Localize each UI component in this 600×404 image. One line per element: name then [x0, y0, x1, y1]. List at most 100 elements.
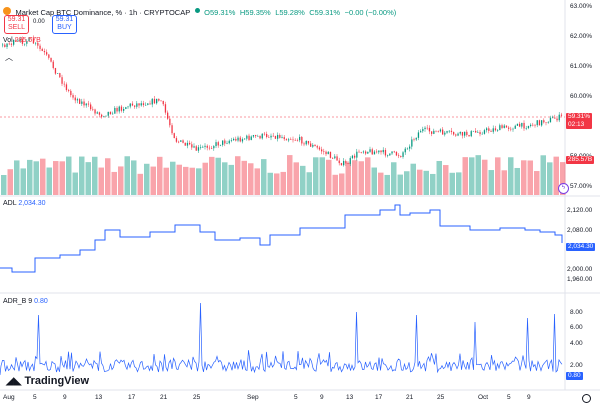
candle-body: [81, 101, 83, 104]
time-axis-label: 21: [406, 394, 414, 401]
symbol-title[interactable]: Market Cap BTC Dominance, % · 1h · CRYPT…: [15, 8, 191, 17]
candle-body: [46, 52, 48, 55]
candle-body: [483, 130, 486, 134]
market-status-icon: [194, 8, 200, 14]
candle-body: [200, 147, 202, 148]
candle-body: [336, 156, 338, 161]
countdown-value: 02:13: [568, 121, 585, 128]
candle-body: [527, 125, 530, 129]
volume-bar: [189, 167, 195, 195]
volume-value: 285.57B: [14, 37, 41, 44]
candle-body: [437, 131, 439, 132]
volume-tag: 285.57B: [566, 156, 595, 164]
candle-body: [158, 98, 160, 101]
candle-body: [376, 151, 378, 153]
candle-body: [103, 116, 105, 117]
volume-bar: [254, 168, 260, 195]
buy-button[interactable]: 59.31 BUY: [52, 15, 77, 34]
volume-bar: [397, 174, 403, 195]
candle-body: [272, 135, 274, 137]
volume-bar: [521, 160, 527, 195]
candle-body: [439, 129, 442, 132]
adr-tag: 0.80: [566, 372, 583, 380]
candle-body: [318, 147, 321, 150]
candle-body: [136, 103, 138, 107]
candle-body: [371, 149, 373, 155]
adl-axis-label: 1,960.00: [567, 276, 593, 283]
candle-body: [191, 144, 193, 148]
collapse-icon[interactable]: ︿: [5, 53, 13, 62]
candle-body: [296, 140, 299, 141]
sell-button[interactable]: 59.31 SELL: [4, 15, 29, 34]
candle-body: [461, 131, 464, 136]
candle-body: [2, 44, 4, 46]
candle-body: [444, 132, 446, 135]
candle-body: [435, 130, 437, 132]
candle-body: [85, 103, 87, 106]
candle-body: [98, 112, 101, 115]
time-axis-label: 9: [527, 394, 531, 401]
adl-value: 2,034.30: [18, 200, 46, 207]
time-axis-label: 17: [128, 394, 136, 401]
volume-label: Vol: [3, 37, 13, 44]
tradingview-logo[interactable]: ◢◣ TradingView: [6, 375, 89, 387]
candle-body: [151, 98, 153, 105]
candle-body: [54, 68, 57, 74]
adl-axis-label: 2,000.00: [567, 266, 593, 273]
lightning-icon[interactable]: ϟ: [558, 183, 569, 194]
candle-body: [508, 127, 510, 129]
candle-body: [360, 152, 362, 153]
volume-bar: [79, 156, 85, 195]
candle-body: [369, 149, 371, 152]
candle-body: [400, 156, 402, 157]
settings-gear-icon[interactable]: [582, 394, 591, 403]
candle-body: [28, 37, 30, 42]
time-axis-label: 5: [507, 394, 511, 401]
candle-body: [299, 136, 301, 141]
candle-body: [204, 145, 206, 147]
candle-body: [255, 135, 257, 137]
candle-body: [312, 144, 314, 147]
candle-body: [19, 39, 21, 41]
volume-bar: [482, 159, 488, 195]
ohlc-close: C59.31%: [309, 8, 341, 17]
candle-body: [512, 128, 514, 130]
volume-bar: [222, 162, 228, 195]
candle-body: [52, 61, 54, 69]
volume-bar: [209, 156, 215, 195]
candle-body: [180, 140, 182, 142]
candle-body: [114, 107, 116, 114]
volume-bar: [540, 155, 546, 195]
candle-body: [167, 112, 169, 119]
ohlc-change: −0.00 (−0.00%): [344, 8, 397, 17]
candle-body: [387, 155, 389, 157]
candle-body: [409, 146, 411, 149]
candle-body: [250, 136, 252, 140]
candle-body: [420, 131, 422, 133]
candle-body: [554, 117, 556, 119]
candle-body: [413, 139, 415, 141]
volume-bar: [163, 167, 169, 195]
volume-bar: [475, 155, 481, 195]
candle-body: [470, 131, 472, 137]
candle-body: [446, 131, 448, 133]
candle-body: [39, 45, 41, 49]
candle-body: [316, 146, 318, 148]
volume-bar: [92, 156, 98, 195]
candle-body: [246, 135, 248, 139]
sell-price: 59.31: [7, 16, 26, 23]
volume-bar: [404, 171, 410, 195]
candle-body: [560, 114, 563, 116]
candle-body: [178, 141, 180, 143]
volume-bar: [53, 161, 59, 195]
candle-body: [149, 103, 151, 105]
candle-body: [65, 84, 68, 91]
candle-body: [116, 107, 118, 112]
candle-body: [189, 142, 191, 145]
candle-body: [162, 100, 164, 105]
volume-bar: [508, 157, 514, 195]
candle-body: [516, 123, 519, 126]
volume-bar: [46, 167, 52, 195]
candle-body: [505, 125, 508, 128]
